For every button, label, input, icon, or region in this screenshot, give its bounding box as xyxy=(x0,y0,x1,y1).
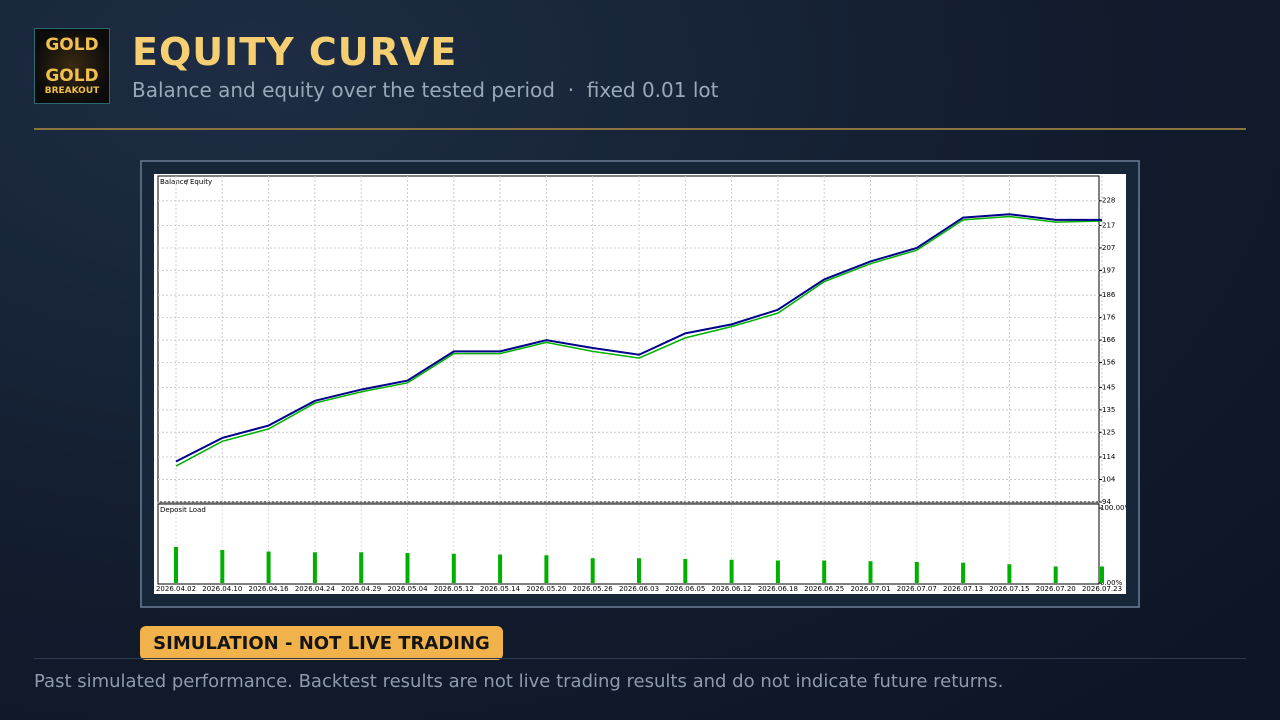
logo-text: GOLD xyxy=(45,35,99,55)
load-bar xyxy=(312,552,317,583)
y-tick-label: 166 xyxy=(1102,336,1116,344)
load-bar xyxy=(498,554,503,583)
x-tick-label: 2026.06.03 xyxy=(619,585,659,593)
logo: GOLD GOLD BREAKOUT xyxy=(34,28,110,104)
logo-text: GOLD xyxy=(45,66,99,86)
series-line xyxy=(175,213,1102,463)
x-tick-label: 2026.05.12 xyxy=(434,585,474,593)
series-line xyxy=(175,215,1103,467)
y-tick-label: 156 xyxy=(1102,359,1116,367)
load-bar xyxy=(914,562,919,583)
load-bar xyxy=(683,559,688,583)
load-bar xyxy=(1100,566,1104,583)
x-tick-label: 2026.05.04 xyxy=(387,585,428,593)
x-tick-label: 2026.07.07 xyxy=(897,585,937,593)
legend-entry: Balance xyxy=(160,178,188,186)
chart-bg xyxy=(154,174,1126,594)
y-tick-label: 125 xyxy=(1102,428,1115,436)
x-tick-label: 2026.05.20 xyxy=(526,585,566,593)
title: EQUITY CURVE xyxy=(132,30,458,74)
badge: SIMULATION - NOT LIVE TRADING xyxy=(140,626,503,660)
x-tick-label: 2026.04.10 xyxy=(202,585,242,593)
y-tick-label: 207 xyxy=(1102,244,1115,252)
x-tick-label: 2026.04.24 xyxy=(295,585,336,593)
y-tick-label: 186 xyxy=(1102,291,1116,299)
x-tick-label: 2026.06.18 xyxy=(758,585,798,593)
load-title: Deposit Load xyxy=(160,506,206,514)
load-bar xyxy=(451,553,456,583)
load-bar xyxy=(637,558,641,583)
x-tick-label: 2026.06.12 xyxy=(712,585,752,593)
load-bar xyxy=(405,553,410,583)
load-bar xyxy=(1053,566,1058,583)
load-bar xyxy=(174,547,178,583)
x-tick-label: 2026.06.25 xyxy=(804,585,844,593)
load-bar xyxy=(1007,564,1012,583)
load-bar xyxy=(961,562,966,583)
load-bar xyxy=(359,552,364,583)
y-tick-label: 217 xyxy=(1102,221,1115,229)
chart: Balance / Equity Deposit Load 94 104 114 12… xyxy=(154,174,1126,594)
y-tick-label: 228 xyxy=(1102,197,1115,205)
y-tick-label: 197 xyxy=(1102,266,1115,274)
x-tick-label: 2026.07.15 xyxy=(989,585,1029,593)
y-tick-label: 0.00% xyxy=(1100,579,1123,587)
x-tick-label: 2026.04.29 xyxy=(341,585,381,593)
x-tick-label: 2026.07.23 xyxy=(1082,585,1122,593)
load-bar xyxy=(822,560,827,583)
load-bar xyxy=(868,561,873,583)
y-tick-label: 135 xyxy=(1102,406,1115,414)
x-tick-label: 2026.05.26 xyxy=(573,585,614,593)
x-tick-label: 2026.06.05 xyxy=(665,585,705,593)
x-tick-label: 2026.07.20 xyxy=(1036,585,1076,593)
logo-text: BREAKOUT xyxy=(44,86,100,96)
load-bar xyxy=(775,560,780,583)
x-tick-label: 2026.04.02 xyxy=(156,585,196,593)
x-tick-label: 2026.04.16 xyxy=(249,585,290,593)
y-tick-label: 100.00% xyxy=(1100,504,1126,512)
y-tick-label: 94 xyxy=(1102,498,1111,506)
y-tick-label: 114 xyxy=(1102,453,1116,461)
divider xyxy=(34,658,1246,659)
legend-entry: Equity xyxy=(190,178,212,186)
load-bar xyxy=(544,555,549,583)
y-tick-label: 176 xyxy=(1102,314,1116,322)
x-tick-label: 2026.05.14 xyxy=(480,585,521,593)
legend-separator: / xyxy=(186,178,189,186)
load-bar xyxy=(220,550,225,583)
y-tick-label: 145 xyxy=(1102,383,1115,391)
y-tick-label: 104 xyxy=(1102,476,1116,484)
load-bar xyxy=(729,559,734,583)
load-bar xyxy=(590,558,595,583)
divider xyxy=(34,128,1246,130)
x-tick-label: 2026.07.13 xyxy=(943,585,983,593)
load-bar xyxy=(266,551,271,583)
footer: Past simulated performance. Backtest res… xyxy=(34,671,1004,692)
subtitle: Balance and equity over the tested perio… xyxy=(132,78,719,102)
x-tick-label: 2026.07.01 xyxy=(850,585,890,593)
